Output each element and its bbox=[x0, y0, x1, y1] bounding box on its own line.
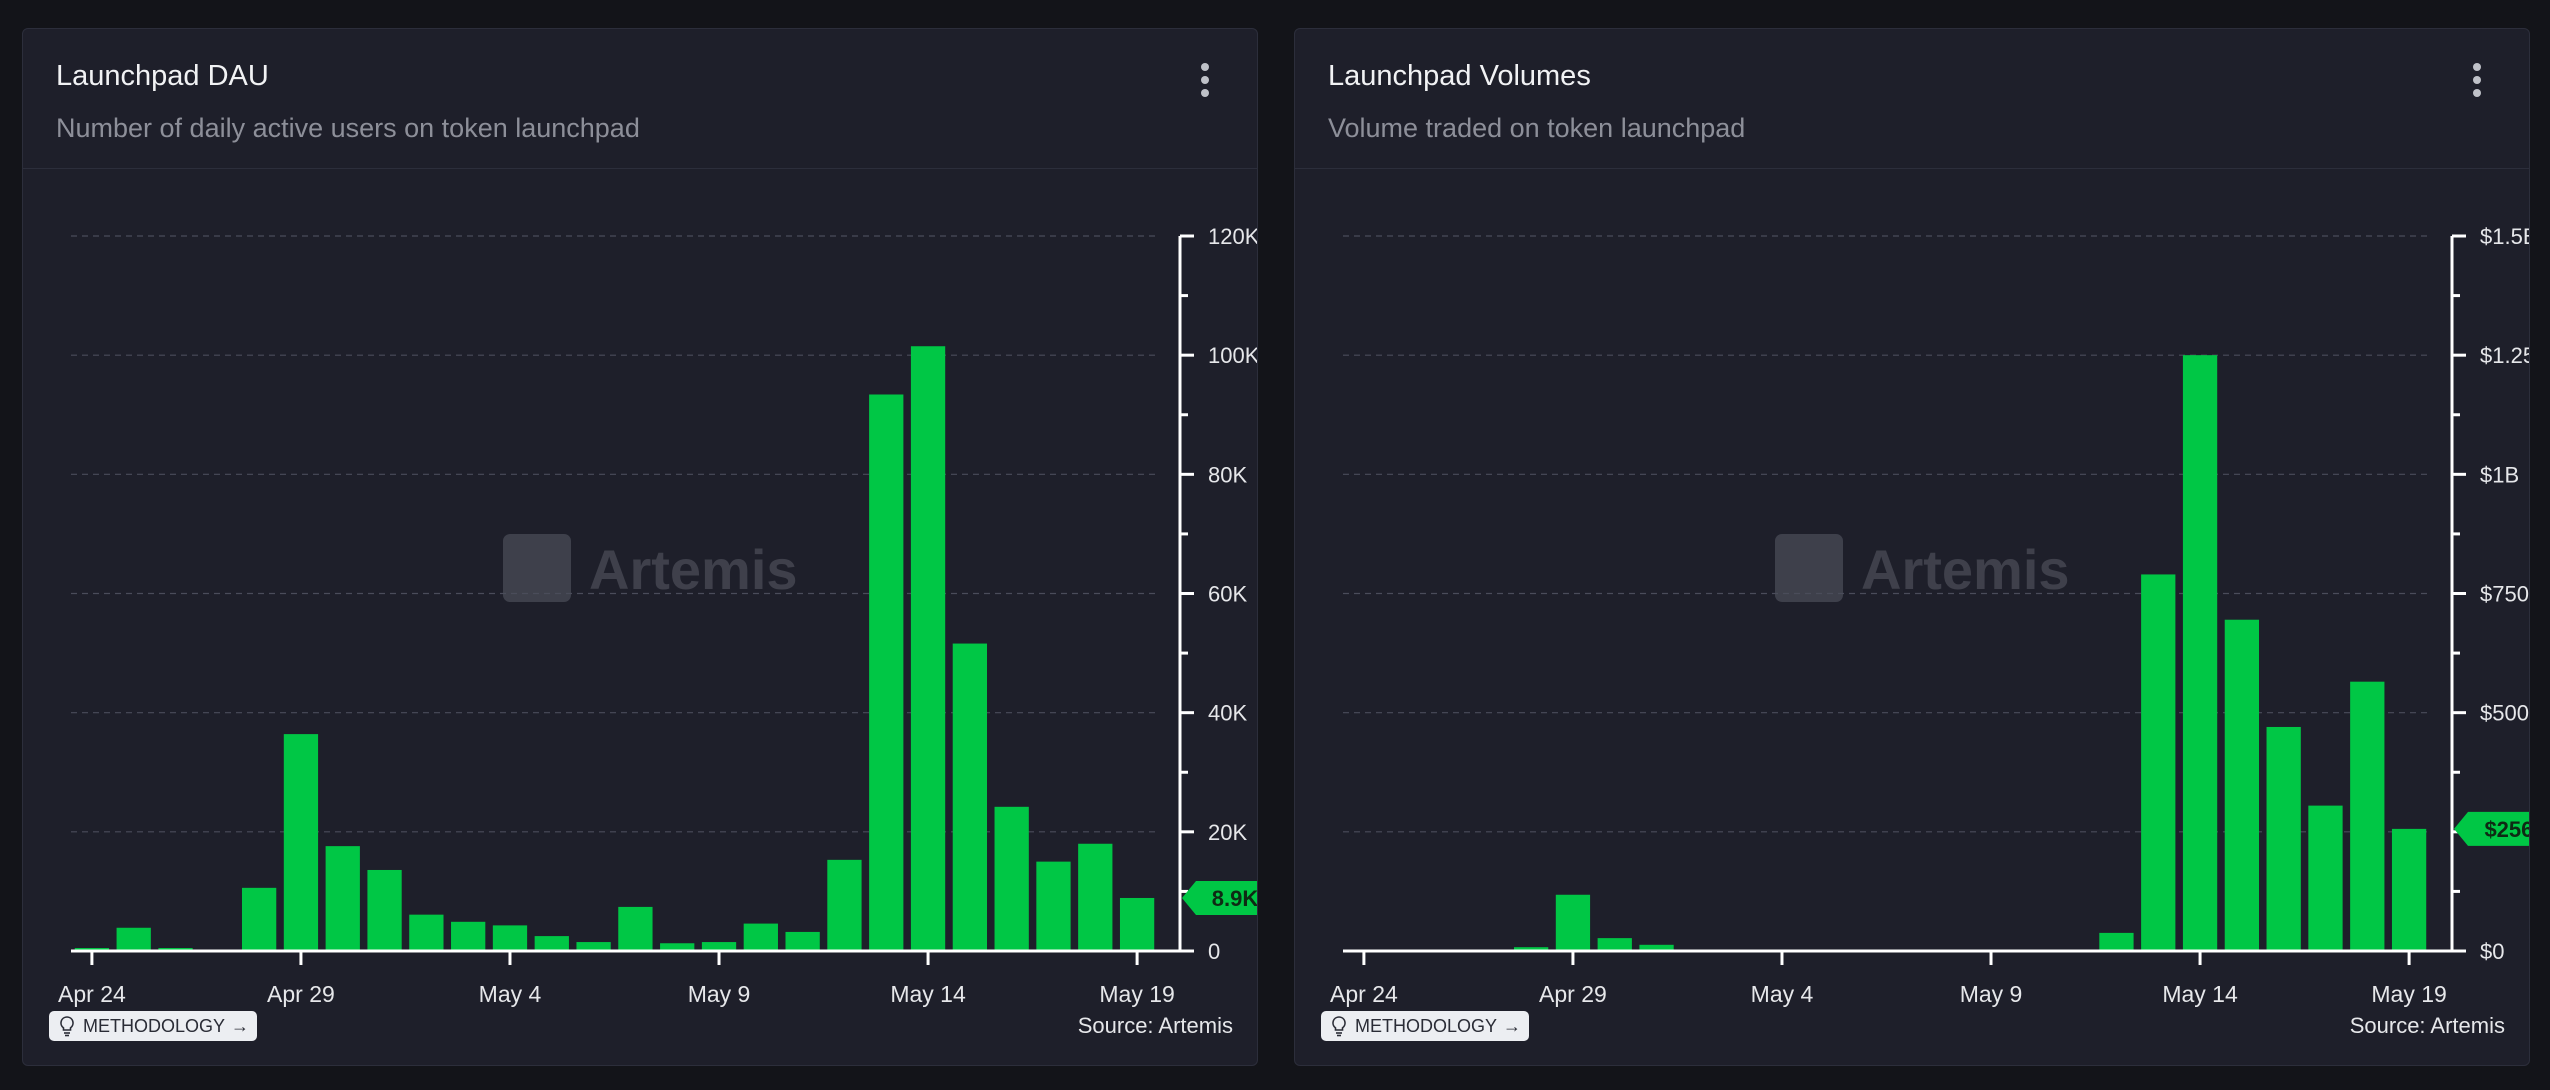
source-label: Source: Artemis bbox=[2349, 1013, 2505, 1038]
x-tick-label: May 14 bbox=[890, 981, 966, 1007]
chart-subtitle: Volume traded on token launchpad bbox=[1328, 113, 1746, 143]
x-tick-label: Apr 29 bbox=[267, 981, 335, 1007]
bar bbox=[618, 906, 653, 951]
artemis-watermark: Artemis bbox=[1775, 534, 2070, 602]
arrow-right-icon: → bbox=[231, 1016, 250, 1036]
y-tick-label: $0 bbox=[2480, 939, 2504, 964]
chart-subtitle: Number of daily active users on token la… bbox=[56, 113, 640, 143]
bar bbox=[2350, 681, 2385, 951]
y-tick-label: 20K bbox=[1208, 820, 1247, 845]
kebab-menu-icon[interactable] bbox=[2471, 63, 2483, 99]
methodology-label: METHODOLOGY bbox=[1355, 1016, 1498, 1036]
bar bbox=[409, 914, 444, 951]
bar bbox=[2266, 726, 2301, 951]
last-value-flag-shape bbox=[1182, 880, 1257, 915]
x-tick-label: Apr 24 bbox=[1330, 981, 1398, 1007]
bar bbox=[785, 931, 820, 951]
bar bbox=[1078, 843, 1113, 951]
x-tick-label: May 9 bbox=[688, 981, 751, 1007]
bar bbox=[910, 346, 946, 951]
chart-title: Launchpad Volumes bbox=[1328, 60, 1591, 92]
x-tick-label: May 14 bbox=[2162, 981, 2238, 1007]
bar bbox=[116, 927, 151, 951]
bar bbox=[660, 943, 695, 951]
arrow-right-icon: → bbox=[1503, 1016, 1522, 1036]
bar bbox=[451, 921, 486, 951]
watermark-text: Artemis bbox=[1861, 538, 2070, 601]
bar bbox=[2391, 828, 2427, 951]
source-label: Source: Artemis bbox=[1077, 1013, 1233, 1038]
bar bbox=[1036, 861, 1071, 951]
x-tick-label: May 9 bbox=[1960, 981, 2023, 1007]
artemis-watermark: Artemis bbox=[503, 534, 798, 602]
bar bbox=[1555, 894, 1591, 951]
x-tick-label: Apr 24 bbox=[58, 981, 126, 1007]
y-tick-label: 120K bbox=[1208, 224, 1258, 249]
lightbulb-icon bbox=[60, 1016, 74, 1037]
bar bbox=[1597, 938, 1632, 951]
bar bbox=[2182, 355, 2218, 951]
watermark-text: Artemis bbox=[589, 538, 798, 601]
bar bbox=[283, 734, 319, 951]
last-value-flag-shape bbox=[2454, 811, 2529, 846]
x-tick-label: May 19 bbox=[1099, 981, 1174, 1007]
kebab-menu-icon[interactable] bbox=[1199, 63, 1211, 99]
x-tick-label: Apr 29 bbox=[1539, 981, 1607, 1007]
volumes-chart-card: Launchpad Volumes Volume traded on token… bbox=[1294, 28, 2530, 1066]
bar bbox=[492, 925, 528, 951]
dau-chart-card: Launchpad DAU Number of daily active use… bbox=[22, 28, 1258, 1066]
methodology-button[interactable]: METHODOLOGY → bbox=[49, 1011, 258, 1041]
bar bbox=[743, 923, 778, 951]
dau-bar-chart: Artemis Apr 24 Apr 29 May 4 May 9 May 14 May 1… bbox=[58, 224, 1258, 1007]
methodology-label: METHODOLOGY bbox=[83, 1016, 226, 1036]
artemis-logo-icon bbox=[503, 534, 571, 602]
bar bbox=[2308, 805, 2343, 951]
bar bbox=[2141, 574, 2176, 951]
bar bbox=[1513, 947, 1549, 951]
methodology-button[interactable]: METHODOLOGY → bbox=[1321, 1011, 1530, 1041]
x-tick-label: May 4 bbox=[479, 981, 542, 1007]
bar bbox=[1639, 944, 1674, 951]
artemis-logo-icon bbox=[1775, 534, 1843, 602]
bar bbox=[2099, 932, 2134, 951]
y-tick-label: 80K bbox=[1208, 462, 1247, 487]
y-tick-label: $1B bbox=[2480, 462, 2519, 487]
bar bbox=[827, 859, 862, 951]
y-tick-label: $500M bbox=[2480, 701, 2530, 726]
bar bbox=[952, 643, 988, 951]
bar bbox=[367, 869, 402, 951]
bar bbox=[576, 942, 611, 951]
x-tick-label: May 4 bbox=[1751, 981, 1814, 1007]
card-header: Launchpad Volumes Volume traded on token… bbox=[1295, 29, 2529, 169]
bar bbox=[2224, 619, 2260, 951]
bar bbox=[701, 942, 737, 951]
bar bbox=[534, 936, 569, 951]
last-value-flag: $256.2M bbox=[2454, 811, 2530, 846]
last-value-label: 8.9K bbox=[1212, 886, 1258, 911]
bar bbox=[241, 887, 277, 951]
bar bbox=[994, 806, 1029, 951]
y-tick-label: $1.25B bbox=[2480, 343, 2530, 368]
last-value-flag: 8.9K bbox=[1182, 880, 1258, 915]
y-tick-label: 100K bbox=[1208, 343, 1258, 368]
x-tick-label: May 19 bbox=[2371, 981, 2446, 1007]
y-tick-label: 60K bbox=[1208, 582, 1247, 607]
bar bbox=[1119, 897, 1155, 951]
y-tick-label: 40K bbox=[1208, 701, 1247, 726]
y-tick-label: $1.5B bbox=[2480, 224, 2530, 249]
y-tick-label: 0 bbox=[1208, 939, 1220, 964]
lightbulb-icon bbox=[1332, 1016, 1346, 1037]
volumes-bar-chart: Artemis Apr 24 Apr 29 May 4 May 9 May 14 May 1… bbox=[1330, 224, 2530, 1007]
chart-title: Launchpad DAU bbox=[56, 60, 269, 92]
bar bbox=[325, 846, 360, 951]
y-tick-label: $750M bbox=[2480, 582, 2530, 607]
card-header: Launchpad DAU Number of daily active use… bbox=[23, 29, 1257, 169]
last-value-label: $256.2M bbox=[2484, 817, 2530, 842]
bar bbox=[869, 394, 904, 951]
